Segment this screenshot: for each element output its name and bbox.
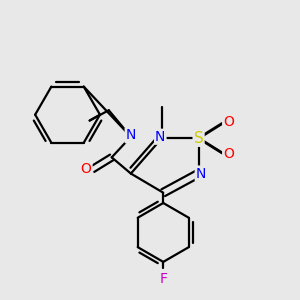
Text: N: N [155, 130, 166, 144]
Text: N: N [126, 128, 136, 142]
Text: S: S [194, 131, 203, 146]
Text: N: N [196, 167, 206, 181]
Text: O: O [223, 115, 234, 129]
Text: O: O [223, 147, 234, 161]
Text: O: O [81, 162, 92, 176]
Text: F: F [159, 272, 167, 286]
